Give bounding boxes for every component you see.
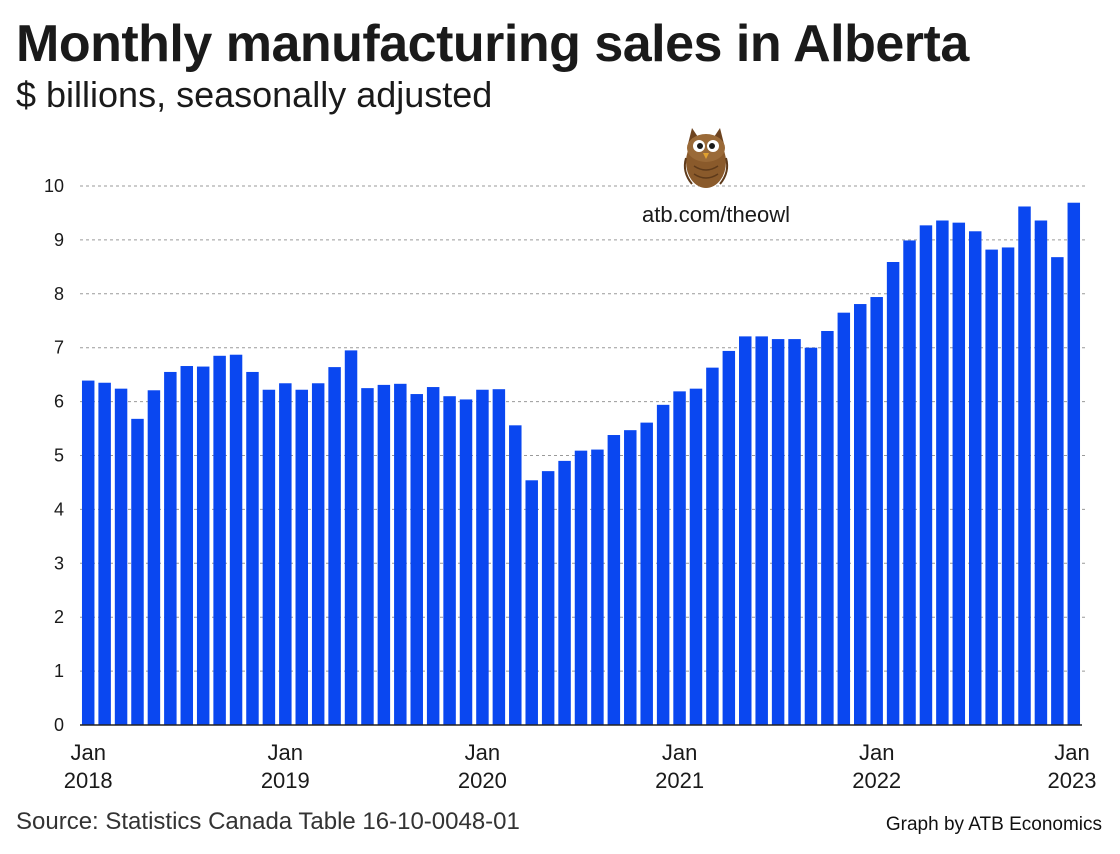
y-tick-label: 1 [54,661,64,681]
owl-link-text[interactable]: atb.com/theowl [642,202,790,227]
y-tick-label: 7 [54,338,64,358]
y-tick-label: 8 [54,284,64,304]
x-tick-year: 2023 [1048,768,1097,793]
bar-2019-03 [311,383,325,725]
y-tick-label: 10 [44,176,64,196]
x-tick-month: Jan [70,740,105,765]
bar-2021-09 [804,347,818,725]
y-tick-label: 2 [54,607,64,627]
x-tick-year: 2021 [655,768,704,793]
bar-2020-09 [607,435,621,725]
bar-2022-02 [886,262,900,725]
x-tick-month: Jan [465,740,500,765]
bar-2023-01 [1067,202,1081,725]
bar-2021-06 [755,336,768,725]
bar-2022-06 [952,222,966,725]
y-tick-label: 5 [54,446,64,466]
y-tick-label: 4 [54,499,64,519]
x-axis-tick-labels: Jan 2018 Jan 2019 Jan 2020 Jan 2021 Jan 2022 Jan 20… [64,740,1097,793]
bar-2022-03 [903,240,916,725]
bar-2021-02 [689,388,703,725]
bar-2019-07 [377,384,391,725]
bar-2021-10 [821,330,834,725]
bar-2019-01 [279,383,292,725]
bar-2020-03 [509,425,522,725]
bar-2018-12 [262,389,276,725]
y-tick-label: 9 [54,230,64,250]
x-tick-month: Jan [662,740,697,765]
bar-2019-04 [328,367,341,725]
y-tick-label: 3 [54,553,64,573]
x-tick-month: Jan [268,740,303,765]
x-tick-year: 2022 [852,768,901,793]
bar-2022-08 [985,249,998,725]
bar-2018-04 [131,418,144,725]
x-tick-year: 2019 [261,768,310,793]
bar-2018-03 [114,388,128,725]
bar-2021-05 [739,336,752,725]
bar-2018-07 [180,366,194,725]
bar-2022-11 [1034,220,1048,725]
bar-2020-04 [525,480,538,725]
bar-2022-04 [919,225,933,725]
bars [81,202,1081,726]
bar-2020-08 [591,449,604,725]
bar-2019-06 [361,388,374,726]
x-tick-month: Jan [859,740,894,765]
bar-2022-01 [870,297,883,725]
bar-2020-05 [541,471,555,725]
bar-2018-05 [147,390,161,725]
bar-2021-07 [771,339,785,725]
bar-2021-03 [706,367,719,725]
x-tick-month: Jan [1054,740,1089,765]
owl-icon [683,128,729,188]
bar-2020-06 [558,460,571,725]
bar-2020-11 [640,422,653,725]
bar-2022-09 [1001,247,1015,725]
x-tick-year: 2020 [458,768,507,793]
bar-2019-12 [459,399,473,725]
bar-2022-07 [968,231,982,725]
chart-title: Monthly manufacturing sales in Alberta [16,15,969,73]
bar-2018-06 [164,371,177,725]
bar-2021-04 [722,350,736,725]
bar-2020-07 [574,450,588,725]
chart-subtitle: $ billions, seasonally adjusted [16,74,493,115]
bar-2018-09 [213,355,226,725]
bar-2021-12 [854,304,867,725]
bar-2020-02 [492,389,506,725]
bar-2019-05 [344,350,358,725]
y-tick-label: 6 [54,392,64,412]
bar-2018-10 [229,354,243,725]
bar-2019-10 [426,387,440,725]
bar-2019-08 [394,383,407,725]
bar-2020-10 [624,430,637,725]
bar-2019-09 [410,394,423,725]
bar-2018-08 [196,366,210,725]
x-tick-year: 2018 [64,768,113,793]
bar-2018-11 [246,371,259,725]
bar-2018-01 [81,380,95,725]
bar-2021-01 [673,391,686,725]
bar-2018-02 [98,382,111,725]
bar-2020-12 [656,404,670,725]
bar-2021-08 [788,339,801,725]
bar-2019-02 [295,389,308,725]
y-axis-tick-labels: 0 1 2 3 4 5 6 7 8 9 10 [44,176,64,735]
bar-2021-11 [837,312,851,725]
bar-2022-10 [1018,206,1031,726]
bar-2020-01 [476,389,489,725]
y-tick-label: 0 [54,715,64,735]
bar-2019-11 [443,396,456,725]
bar-2022-05 [936,220,949,725]
credit-note: Graph by ATB Economics [885,814,1102,835]
bar-2022-12 [1051,257,1064,725]
source-note: Source: Statistics Canada Table 16-10-00… [16,808,520,835]
